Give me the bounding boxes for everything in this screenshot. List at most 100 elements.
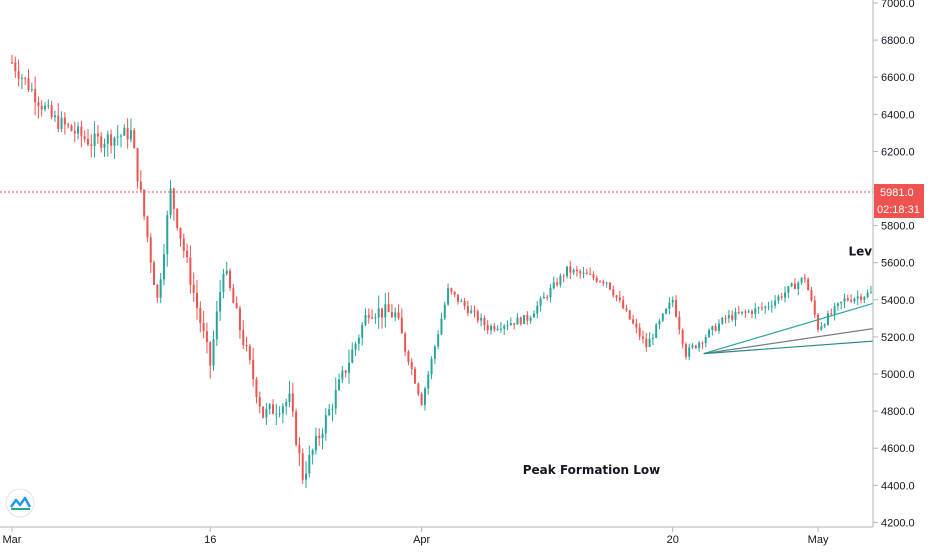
- candle: [143, 189, 146, 221]
- candle: [172, 187, 175, 221]
- candle: [572, 268, 575, 275]
- candle: [678, 311, 681, 335]
- candle: [460, 298, 463, 303]
- bar-countdown-label: 02:18:31: [877, 204, 920, 216]
- annotation-label[interactable]: Peak Formation Low: [523, 463, 660, 477]
- candle: [770, 300, 773, 313]
- candle: [308, 445, 311, 478]
- candle: [618, 291, 621, 303]
- candle: [404, 331, 407, 356]
- candle: [394, 307, 397, 322]
- candle: [810, 286, 813, 302]
- candle: [328, 404, 331, 417]
- candle: [509, 317, 512, 326]
- candle: [503, 324, 506, 336]
- candle: [757, 306, 760, 314]
- y-tick-label: 6200.0: [881, 146, 915, 158]
- x-tick-label: May: [808, 534, 829, 546]
- candle: [803, 273, 806, 283]
- candle: [734, 307, 737, 327]
- candle: [833, 302, 836, 321]
- candle: [665, 307, 668, 315]
- current-price-label: 5981.0: [880, 187, 914, 199]
- candle: [136, 147, 139, 189]
- candle: [427, 370, 430, 395]
- candle: [608, 282, 611, 291]
- candle: [496, 325, 499, 332]
- candle: [721, 316, 724, 325]
- candle: [374, 313, 377, 324]
- candle: [542, 292, 545, 299]
- candle: [53, 110, 56, 122]
- candle: [575, 266, 578, 277]
- candle: [694, 344, 697, 350]
- candle: [566, 266, 568, 279]
- candle: [744, 309, 747, 318]
- candle: [189, 245, 192, 294]
- candle: [443, 301, 446, 321]
- candle: [321, 428, 324, 450]
- candle: [63, 112, 66, 135]
- y-tick-label: 5000.0: [881, 369, 915, 381]
- candle: [11, 54, 13, 65]
- candle: [291, 382, 294, 418]
- candle: [599, 280, 602, 283]
- candle: [159, 273, 162, 304]
- candle: [836, 302, 839, 311]
- candle: [334, 377, 337, 415]
- candle: [840, 301, 843, 310]
- current-price-tag: 5981.0 02:18:31: [874, 184, 924, 219]
- candle: [414, 366, 417, 385]
- candle: [153, 260, 156, 286]
- candle: [60, 111, 63, 133]
- candle: [331, 403, 334, 422]
- candle: [301, 448, 304, 485]
- candle: [129, 118, 132, 143]
- candle: [655, 322, 658, 339]
- candle: [641, 330, 644, 344]
- candle: [807, 277, 810, 291]
- candle: [602, 279, 605, 287]
- candle: [787, 286, 790, 299]
- y-tick-label: 5400.0: [881, 295, 915, 307]
- candle: [675, 295, 678, 318]
- candle: [37, 96, 40, 119]
- x-tick-label: 20: [667, 534, 679, 546]
- candle: [708, 328, 711, 339]
- candle: [499, 322, 502, 333]
- candle: [486, 319, 489, 335]
- tradingview-logo-icon[interactable]: [5, 488, 35, 518]
- candle: [179, 227, 182, 247]
- candle: [628, 309, 631, 321]
- candle: [737, 305, 740, 315]
- candle: [625, 304, 628, 312]
- candle: [456, 294, 459, 305]
- candle: [50, 100, 53, 120]
- candle: [470, 305, 473, 314]
- x-tick-label: 16: [204, 534, 216, 546]
- candle: [324, 408, 327, 441]
- candle: [96, 124, 99, 144]
- candle: [192, 272, 195, 302]
- candle: [205, 322, 208, 354]
- candle: [265, 402, 268, 426]
- candle: [295, 408, 298, 447]
- candle: [298, 437, 301, 467]
- candle: [202, 310, 205, 339]
- candle: [166, 210, 169, 267]
- candle: [113, 136, 116, 159]
- candle: [645, 332, 648, 352]
- candle: [684, 342, 687, 360]
- candle: [229, 268, 232, 291]
- y-tick-label: 6400.0: [881, 109, 915, 121]
- candle: [493, 323, 496, 333]
- candle: [724, 315, 727, 324]
- candle: [519, 316, 522, 326]
- candle: [176, 208, 179, 231]
- candle: [186, 243, 189, 263]
- candle: [701, 341, 704, 350]
- candle: [447, 283, 450, 306]
- candle: [14, 56, 17, 79]
